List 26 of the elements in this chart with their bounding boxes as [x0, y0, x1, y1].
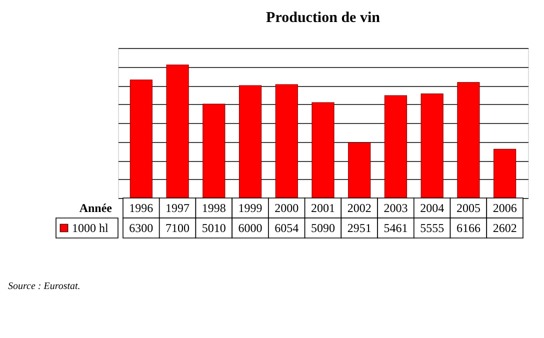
- chart-title: Production de vin: [266, 10, 381, 26]
- data-label: 5010: [202, 221, 226, 235]
- data-label: 6300: [129, 221, 154, 235]
- data-label: 7100: [166, 221, 190, 235]
- x-tick-label: 2002: [347, 201, 372, 215]
- x-tick-label: 2000: [274, 201, 299, 215]
- legend-label: 1000 hl: [72, 221, 109, 235]
- x-tick-label: 2003: [384, 201, 408, 215]
- data-label: 2951: [347, 221, 372, 235]
- data-label: 6000: [238, 221, 262, 235]
- x-tick-label: 1997: [166, 201, 190, 215]
- data-label: 2602: [492, 221, 517, 235]
- x-tick-label: 2004: [420, 201, 444, 215]
- x-tick-label: 1998: [202, 201, 226, 215]
- data-label: 5461: [384, 221, 408, 235]
- x-tick-label: 2005: [456, 201, 480, 215]
- data-label: 6054: [274, 221, 299, 235]
- data-label: 5090: [311, 221, 335, 235]
- source-note: Source : Eurostat.: [8, 281, 80, 292]
- x-axis-title: Année: [79, 201, 113, 215]
- x-tick-label: 2001: [311, 201, 335, 215]
- x-tick-label: 2006: [492, 201, 517, 215]
- data-label: 5555: [420, 221, 444, 235]
- data-label: 6166: [456, 221, 480, 235]
- x-tick-label: 1996: [129, 201, 154, 215]
- x-tick-label: 1999: [238, 201, 262, 215]
